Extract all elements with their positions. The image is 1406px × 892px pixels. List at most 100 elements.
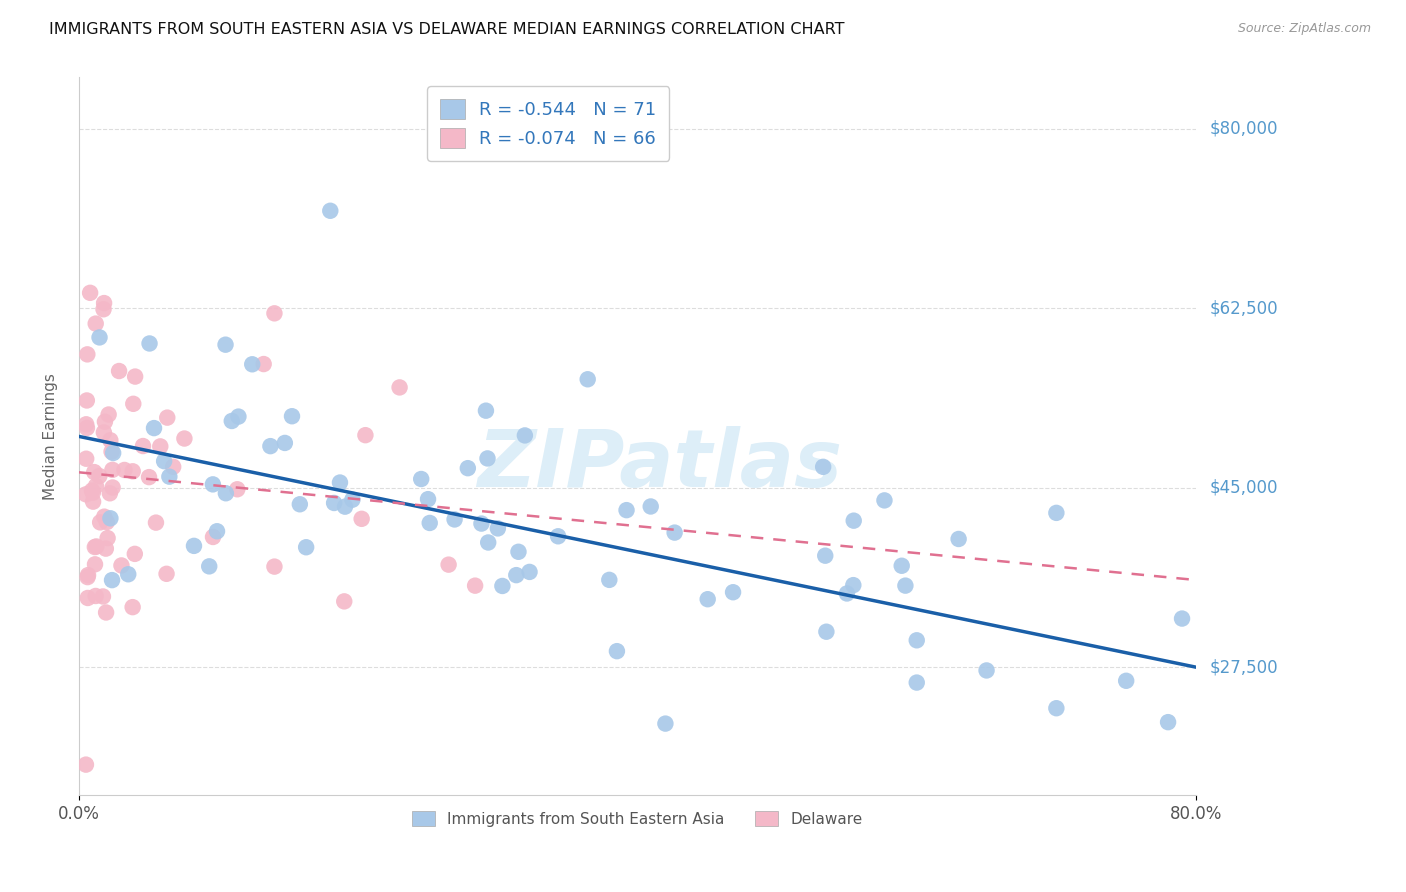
Point (416, 492, 439, 507)
Point (76, 347, 98, 361)
Point (93, 296, 115, 310)
Point (122, 397, 145, 411)
Point (101, 573, 124, 587)
Point (1171, 611, 1194, 625)
Point (811, 459, 834, 474)
Point (205, 524, 228, 539)
Point (253, 357, 276, 371)
Point (814, 549, 837, 563)
Point (76, 570, 98, 584)
Point (513, 428, 536, 442)
Point (94, 606, 117, 620)
Point (519, 565, 541, 579)
Point (419, 516, 441, 530)
Point (96, 515, 118, 529)
Point (259, 439, 281, 453)
Point (873, 493, 896, 508)
Point (82, 494, 104, 508)
Point (1115, 673, 1137, 688)
Point (221, 414, 243, 428)
Text: IMMIGRANTS FROM SOUTH EASTERN ASIA VS DELAWARE MEDIAN EARNINGS CORRELATION CHART: IMMIGRANTS FROM SOUTH EASTERN ASIA VS DE… (49, 22, 845, 37)
Point (124, 369, 146, 384)
Text: $27,500: $27,500 (1211, 658, 1278, 676)
Point (100, 511, 122, 525)
Point (288, 497, 311, 511)
Point (295, 540, 318, 554)
Point (835, 586, 858, 600)
Point (505, 568, 527, 582)
Point (640, 500, 662, 514)
Point (149, 439, 172, 453)
Point (93, 509, 115, 524)
Point (76, 591, 98, 605)
Point (101, 463, 124, 477)
Point (84, 479, 107, 493)
Point (333, 500, 356, 514)
Point (894, 579, 917, 593)
Point (89, 469, 111, 483)
Point (79, 285, 101, 300)
Point (508, 545, 530, 559)
Point (329, 475, 352, 490)
Point (76, 421, 98, 435)
Point (664, 525, 686, 540)
Point (75, 757, 97, 772)
Point (94, 415, 117, 429)
Point (457, 461, 479, 475)
Point (98, 434, 121, 448)
Point (77, 568, 100, 582)
Point (145, 516, 167, 530)
Point (214, 337, 236, 351)
Point (76, 393, 98, 408)
Point (576, 372, 599, 386)
Point (547, 529, 569, 543)
Text: $62,500: $62,500 (1211, 299, 1278, 318)
Point (121, 464, 143, 478)
Point (83, 465, 105, 479)
Point (240, 357, 263, 371)
Point (138, 470, 160, 484)
Point (117, 567, 139, 582)
Point (98, 486, 121, 500)
Point (263, 306, 285, 320)
Point (263, 559, 285, 574)
Point (83, 540, 105, 554)
Text: $45,000: $45,000 (1211, 479, 1278, 497)
Point (281, 409, 304, 424)
Point (477, 451, 499, 466)
Point (721, 585, 744, 599)
Point (173, 432, 195, 446)
Point (842, 578, 865, 592)
Point (94, 541, 117, 556)
Point (89, 330, 111, 344)
Point (905, 633, 928, 648)
Point (100, 444, 122, 458)
Point (110, 558, 132, 573)
Point (842, 514, 865, 528)
Point (155, 566, 177, 581)
Point (84, 589, 107, 603)
Point (475, 403, 498, 417)
Point (323, 496, 346, 510)
Point (97, 531, 120, 545)
Point (157, 469, 180, 483)
Y-axis label: Median Earnings: Median Earnings (44, 373, 58, 500)
Point (82, 485, 104, 500)
Point (121, 600, 143, 615)
Point (948, 532, 970, 546)
Point (354, 428, 377, 442)
Point (93, 425, 115, 440)
Point (114, 463, 136, 477)
Point (342, 492, 364, 507)
Point (75, 451, 97, 466)
Point (138, 336, 160, 351)
Text: Source: ZipAtlas.com: Source: ZipAtlas.com (1237, 22, 1371, 36)
Point (696, 592, 718, 607)
Point (201, 530, 224, 544)
Point (101, 446, 124, 460)
Point (153, 454, 176, 468)
Point (91, 590, 114, 604)
Point (1045, 701, 1067, 715)
Point (274, 436, 297, 450)
Point (183, 539, 205, 553)
